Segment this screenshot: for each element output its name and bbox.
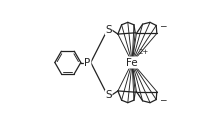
Text: Fe: Fe <box>126 58 138 68</box>
Text: −: − <box>159 21 167 30</box>
Text: S: S <box>105 25 112 35</box>
Text: P: P <box>84 58 91 68</box>
Text: S: S <box>105 90 112 100</box>
Text: −: − <box>159 96 167 105</box>
Text: 2+: 2+ <box>138 49 149 55</box>
